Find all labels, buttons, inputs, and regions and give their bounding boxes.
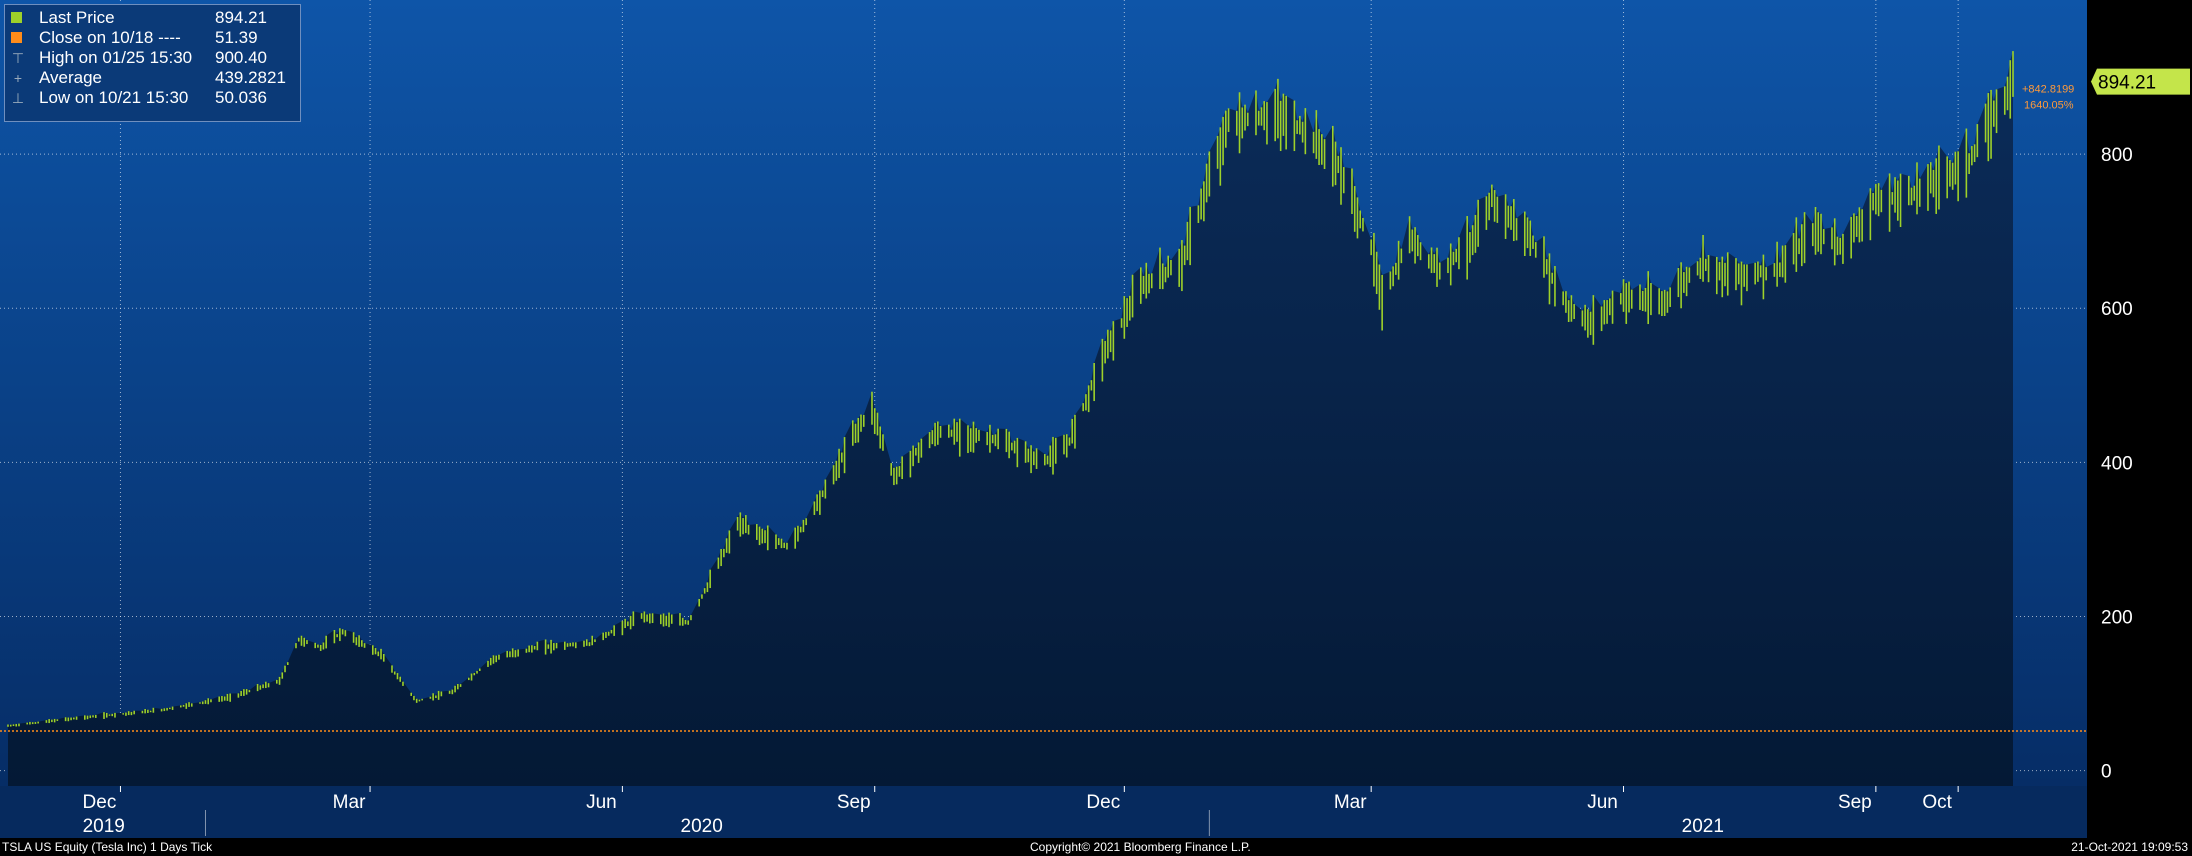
legend-value: 51.39: [215, 28, 258, 47]
legend-item-close[interactable]: Close on 10/18 ---- 51.39: [5, 28, 302, 48]
x-tick-label: Mar: [1334, 792, 1367, 813]
high-marker-icon: ⊤: [11, 50, 25, 66]
y-tick-label: 200: [2101, 607, 2133, 628]
average-marker-icon: +: [13, 70, 23, 86]
year-label: 2021: [1682, 816, 1724, 837]
y-tick-label: 400: [2101, 453, 2133, 474]
x-tick-label: Jun: [586, 792, 617, 813]
x-tick-label: Sep: [1838, 792, 1872, 813]
y-axis-band: [2087, 0, 2192, 838]
y-tick-label: 600: [2101, 299, 2133, 320]
legend-label: Close on 10/18 ----: [39, 28, 181, 47]
x-tick-label: Oct: [1922, 792, 1952, 813]
low-marker-icon: ⊥: [11, 90, 25, 106]
chart-legend: Last Price 894.21 Close on 10/18 ---- 51…: [4, 4, 301, 122]
legend-value: 439.2821: [215, 68, 286, 87]
last-price-change: +842.8199: [2022, 84, 2074, 96]
legend-value: 894.21: [215, 8, 267, 27]
x-tick-label: Mar: [333, 792, 366, 813]
footer-copyright: Copyright© 2021 Bloomberg Finance L.P.: [1030, 840, 1251, 854]
y-tick-label: 0: [2101, 762, 2112, 783]
price-area-fill: [8, 51, 2013, 786]
last-price-change-pct: 1640.05%: [2024, 100, 2074, 112]
legend-value: 900.40: [215, 48, 267, 67]
legend-item-high[interactable]: ⊤ High on 01/25 15:30 900.40: [5, 48, 302, 68]
legend-label: High on 01/25 15:30: [39, 48, 193, 67]
x-tick-label: Dec: [83, 792, 117, 813]
legend-label: Average: [39, 68, 103, 87]
legend-item-average[interactable]: + Average 439.2821: [5, 68, 302, 88]
x-tick-label: Jun: [1587, 792, 1618, 813]
last-price-tag: [2091, 68, 2190, 95]
x-axis-band: [0, 786, 2087, 838]
close-swatch: [11, 32, 22, 43]
year-label: 2020: [681, 816, 723, 837]
legend-label: Low on 10/21 15:30: [39, 88, 189, 107]
legend-item-low[interactable]: ⊥ Low on 10/21 15:30 50.036: [5, 88, 302, 108]
x-tick-label: Sep: [837, 792, 871, 813]
footer-security-info: TSLA US Equity (Tesla Inc) 1 Days Tick: [2, 840, 213, 854]
legend-value: 50.036: [215, 88, 267, 107]
last-price-tag-value: 894.21: [2098, 73, 2156, 94]
legend-item-last-price[interactable]: Last Price 894.21: [5, 8, 302, 28]
last-price-swatch: [11, 12, 22, 23]
year-label: 2019: [83, 816, 125, 837]
legend-label: Last Price: [39, 8, 115, 27]
y-tick-label: 800: [2101, 145, 2133, 166]
footer-timestamp: 21-Oct-2021 19:09:53: [2071, 840, 2188, 854]
x-tick-label: Dec: [1086, 792, 1120, 813]
